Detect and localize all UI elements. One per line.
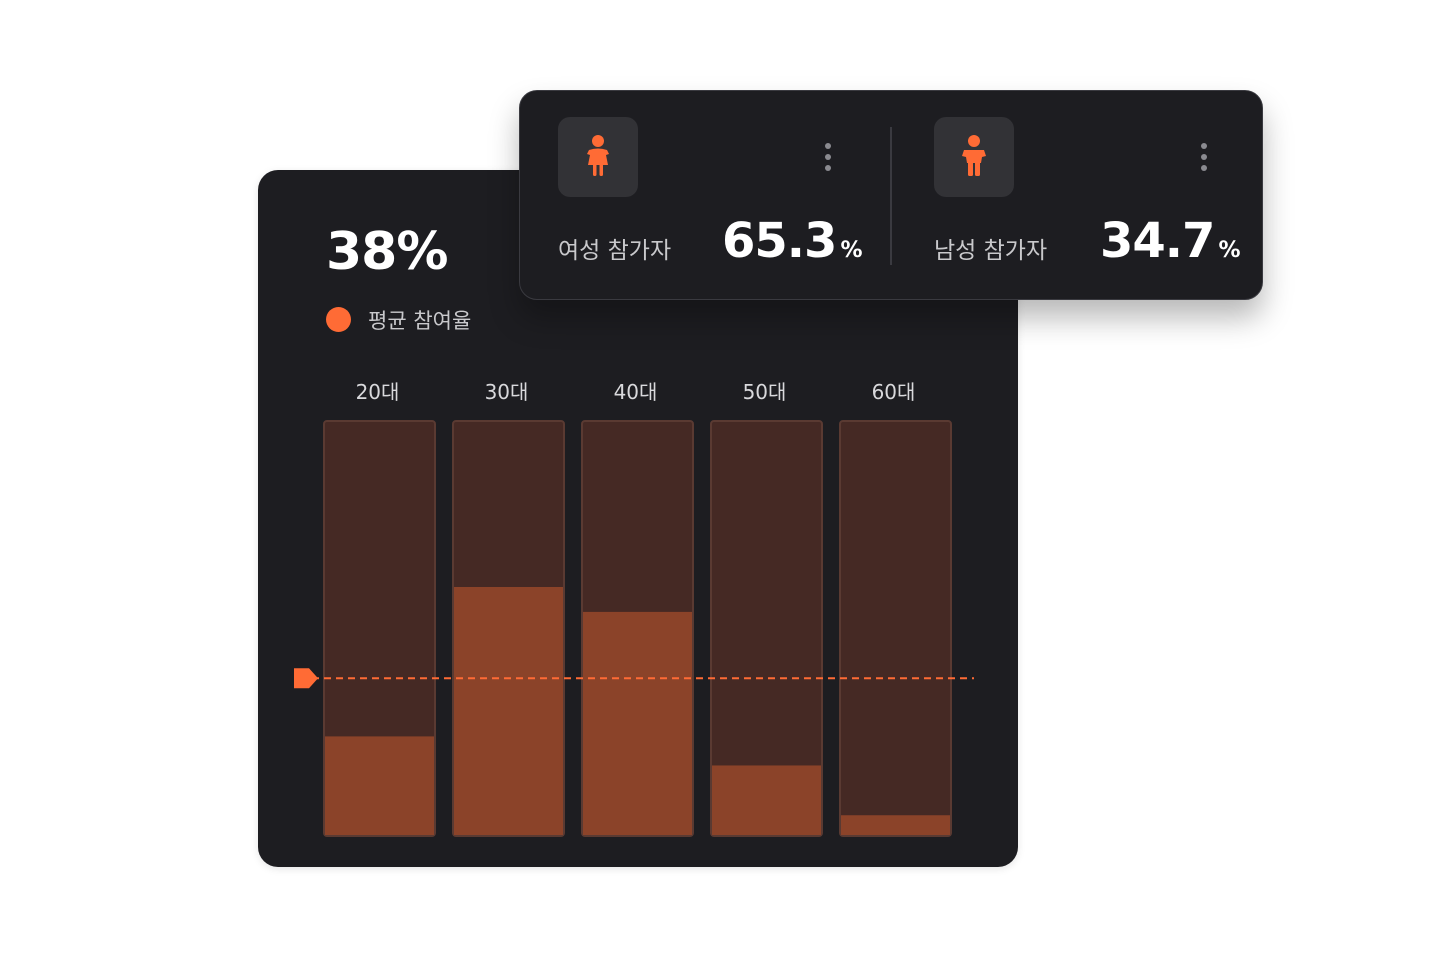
bar-30대[interactable] (454, 587, 563, 835)
boy-icon (962, 135, 986, 176)
bar-20대[interactable] (325, 736, 434, 835)
average-rate-value: 38% (326, 222, 448, 282)
category-label: 50대 (743, 380, 787, 404)
male-value: 34.7% (1100, 213, 1241, 269)
category-label: 30대 (485, 380, 529, 404)
average-marker (294, 668, 318, 689)
category-label: 20대 (356, 380, 400, 404)
male-more-button[interactable] (1201, 143, 1207, 173)
female-unit: % (840, 238, 863, 263)
bar-40대[interactable] (583, 611, 692, 835)
stats-divider (890, 127, 892, 265)
category-label: 40대 (614, 380, 658, 404)
bar-track-50대 (710, 420, 823, 837)
legend-label: 평균 참여율 (368, 309, 472, 333)
female-label: 여성 참가자 (558, 238, 672, 264)
male-icon-box (934, 117, 1014, 197)
bar-track-60대 (839, 420, 952, 837)
gender-stats-popup: 여성 참가자 65.3% 남성 참가자 34.7% (519, 90, 1263, 300)
female-more-button[interactable] (825, 143, 831, 173)
female-value: 65.3% (722, 213, 863, 269)
bar-50대[interactable] (712, 765, 821, 835)
male-unit: % (1218, 238, 1241, 263)
female-icon-box (558, 117, 638, 197)
legend-dot (326, 307, 351, 332)
bar-track-20대 (323, 420, 436, 837)
category-label: 60대 (872, 380, 916, 404)
girl-icon (587, 135, 609, 176)
bar-60대[interactable] (841, 815, 950, 835)
male-label: 남성 참가자 (934, 238, 1048, 264)
